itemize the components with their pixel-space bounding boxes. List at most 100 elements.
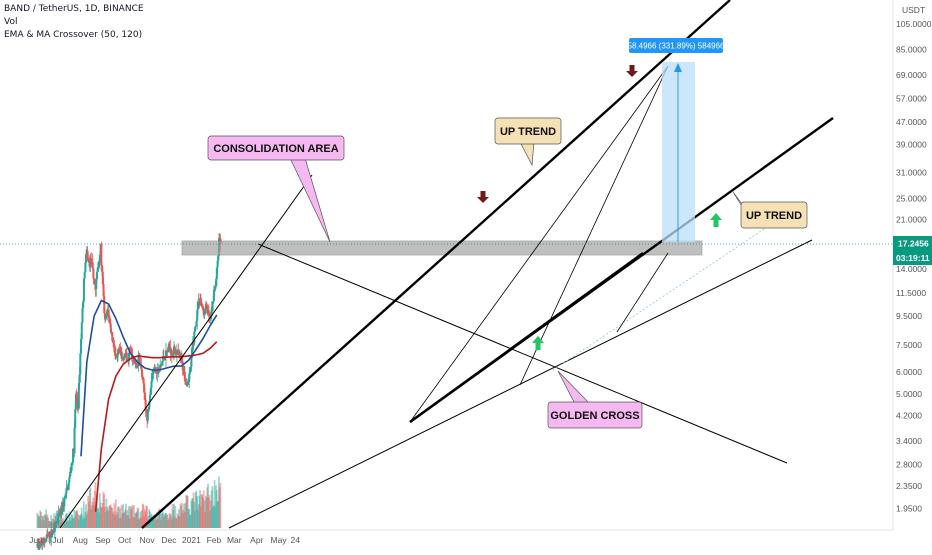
candle-body bbox=[160, 363, 163, 366]
volume-bar bbox=[143, 516, 146, 528]
volume-bar bbox=[130, 509, 132, 528]
volume-bar bbox=[85, 504, 87, 528]
candle-body bbox=[140, 364, 143, 370]
candle-body bbox=[47, 535, 50, 537]
candle-body bbox=[181, 361, 184, 371]
candle-body bbox=[109, 323, 112, 333]
volume-bar bbox=[49, 521, 52, 528]
countdown-value: 03:19:11 bbox=[896, 253, 930, 263]
volume-bar bbox=[92, 497, 95, 528]
candle-body bbox=[74, 394, 77, 410]
candle-body bbox=[108, 317, 111, 319]
volume-bar bbox=[167, 520, 169, 528]
volume-bar bbox=[210, 500, 212, 528]
x-tick-label: Mar bbox=[227, 535, 242, 545]
volume-bar bbox=[206, 487, 209, 528]
candle-body bbox=[147, 409, 150, 411]
volume-bar bbox=[66, 513, 69, 528]
candle-body bbox=[202, 306, 205, 310]
volume-bar bbox=[165, 514, 168, 528]
last-price-value: 17.2456 bbox=[898, 239, 929, 249]
volume-bar bbox=[40, 520, 43, 528]
volume-bar bbox=[98, 493, 101, 528]
volume-bar bbox=[102, 491, 105, 528]
volume-bar bbox=[127, 515, 130, 528]
volume-bar bbox=[160, 513, 163, 528]
volume-bar bbox=[58, 515, 61, 528]
volume-bar bbox=[146, 506, 148, 528]
volume-bar bbox=[127, 506, 130, 528]
volume-bar bbox=[137, 508, 140, 528]
volume-bar bbox=[41, 515, 44, 528]
volume-bar bbox=[88, 501, 90, 528]
support-line bbox=[409, 252, 644, 423]
volume-bar bbox=[159, 509, 161, 528]
ma-120-line bbox=[94, 341, 218, 512]
candle-body bbox=[165, 350, 168, 353]
candle-body bbox=[191, 342, 194, 350]
volume-bar bbox=[177, 515, 180, 528]
volume-bar bbox=[156, 511, 159, 528]
volume-bar bbox=[194, 511, 196, 528]
volume-bar bbox=[90, 505, 93, 528]
candle-body bbox=[214, 286, 217, 288]
volume-bar bbox=[101, 507, 103, 528]
volume-bar bbox=[122, 512, 125, 528]
volume-bar bbox=[214, 506, 217, 528]
x-tick-label: 24 bbox=[291, 535, 301, 545]
candle-body bbox=[71, 462, 74, 464]
volume-bar bbox=[179, 503, 182, 528]
volume-bar bbox=[170, 519, 173, 528]
candle-body bbox=[193, 331, 196, 344]
volume-bar bbox=[212, 506, 215, 528]
volume-bar bbox=[60, 512, 63, 528]
candle-body bbox=[215, 267, 218, 280]
volume-bar bbox=[161, 509, 164, 528]
candle-body bbox=[40, 541, 43, 543]
volume-bar bbox=[66, 521, 69, 528]
candle-body bbox=[83, 272, 86, 279]
volume-bar bbox=[189, 514, 192, 528]
volume-bar bbox=[125, 503, 127, 528]
candle-body bbox=[98, 254, 101, 262]
volume-bar bbox=[85, 514, 88, 528]
volume-bar bbox=[168, 513, 171, 528]
candle-body bbox=[159, 365, 162, 369]
descending-resistance-line bbox=[257, 243, 788, 464]
measure-label-box bbox=[629, 38, 723, 53]
volume-bar bbox=[83, 517, 86, 528]
volume-bar bbox=[65, 513, 68, 528]
y-tick-label: 21.0000 bbox=[896, 215, 927, 225]
candle-body bbox=[169, 347, 172, 353]
volume-bar bbox=[89, 487, 92, 528]
candle-body bbox=[90, 258, 93, 264]
volume-bar bbox=[182, 509, 185, 528]
volume-bar bbox=[96, 495, 98, 528]
volume-bar bbox=[154, 515, 157, 528]
y-tick-label: 14.0000 bbox=[896, 264, 927, 274]
candle-body bbox=[180, 357, 183, 362]
volume-bar bbox=[37, 516, 40, 528]
volume-bar bbox=[211, 486, 214, 528]
volume-bar bbox=[106, 506, 108, 528]
volume-bar bbox=[165, 512, 167, 528]
candle-body bbox=[117, 348, 120, 354]
candle-body bbox=[96, 267, 99, 272]
y-tick-label: 4.2000 bbox=[896, 410, 922, 420]
candle-body bbox=[191, 349, 194, 355]
candle-body bbox=[162, 356, 165, 362]
candle-body bbox=[111, 332, 114, 341]
candle-body bbox=[167, 351, 170, 353]
candle-body bbox=[79, 353, 82, 375]
x-tick-label: Sep bbox=[95, 535, 110, 545]
volume-bar bbox=[53, 513, 55, 528]
volume-bar bbox=[140, 517, 143, 528]
candle-body bbox=[206, 305, 209, 313]
volume-bar bbox=[203, 500, 206, 528]
sell-arrow-top-head bbox=[626, 71, 638, 77]
buy-arrow-right-head bbox=[710, 213, 722, 220]
volume-bar bbox=[110, 507, 113, 528]
volume-bar bbox=[39, 510, 42, 528]
